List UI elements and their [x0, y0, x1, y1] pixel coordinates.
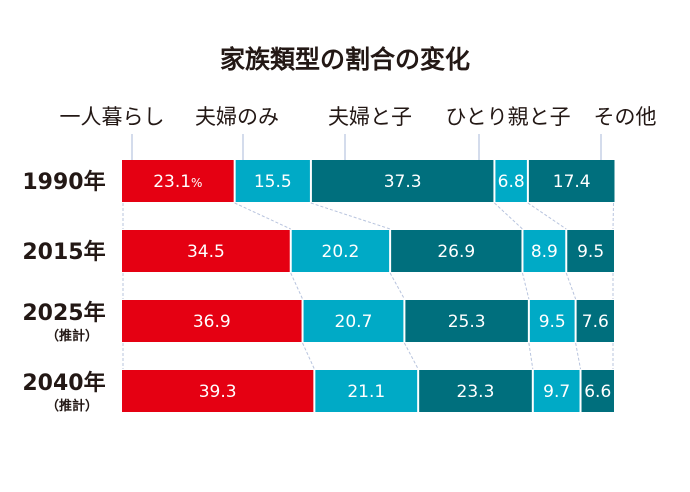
bar-segment: [523, 230, 566, 272]
category-note: （推計）: [46, 398, 98, 414]
bar-segment: [122, 230, 290, 272]
bar-segment: [533, 370, 580, 412]
data-label: 6.6: [584, 382, 611, 402]
bar-segment: [581, 370, 614, 412]
bar-segment: [311, 160, 494, 202]
connector-line: [521, 272, 530, 300]
bar-segment: [391, 230, 522, 272]
category-labels: 1990年 2015年 2025年 （推計） 2040年 （推計）: [22, 169, 105, 414]
data-label: 17.4: [553, 172, 591, 192]
legend: 一人暮らし 夫婦のみ 夫婦と子 ひとり親と子 その他: [60, 105, 657, 165]
data-label: 21.1: [347, 382, 385, 402]
connector-line: [575, 342, 582, 370]
category-label: 2025年: [22, 300, 105, 326]
bar-segment: [576, 300, 614, 342]
bar-segment: [495, 160, 527, 202]
data-label: 8.9: [531, 242, 558, 262]
bar-segment: [567, 230, 614, 272]
bar-segment: [122, 370, 314, 412]
bar-segment: [122, 160, 234, 202]
data-label: 26.9: [437, 242, 475, 262]
connector-line: [310, 202, 391, 230]
unit-label: %: [191, 176, 202, 190]
data-label: 39.3: [199, 382, 237, 402]
connector-line: [494, 202, 523, 230]
bar-segment: [528, 160, 615, 202]
connector-line: [389, 272, 405, 300]
connectors: [122, 202, 614, 370]
bar-segment: [235, 160, 310, 202]
legend-label: 夫婦のみ: [195, 105, 279, 129]
data-label: 23.3: [457, 382, 495, 402]
bar-segment: [529, 300, 575, 342]
connector-line: [565, 272, 577, 300]
connector-line: [290, 272, 304, 300]
category-label: 2040年: [22, 370, 105, 396]
connector-line: [403, 342, 419, 370]
chart-title: 家族類型の割合の変化: [220, 45, 470, 74]
legend-label: ひとり親と子: [445, 105, 570, 129]
data-label: 25.3: [448, 312, 486, 332]
bar-segment: [315, 370, 418, 412]
data-label: 34.5: [187, 242, 225, 262]
connector-line: [528, 342, 534, 370]
bar-segment: [419, 370, 532, 412]
bar-segment: [291, 230, 390, 272]
data-label: 20.2: [322, 242, 360, 262]
legend-label: 一人暮らし: [60, 105, 165, 129]
data-label: 6.8: [498, 172, 525, 192]
data-label: 36.9: [193, 312, 231, 332]
data-label: 37.3: [384, 172, 422, 192]
category-note: （推計）: [46, 328, 98, 344]
bars: 23.1% 15.5 37.3 6.8 17.4 34.5 20.2 26.9 8.9 9.5 36…: [122, 160, 615, 412]
connector-line: [234, 202, 291, 230]
connector-line: [302, 342, 315, 370]
data-label: 9.5: [577, 242, 604, 262]
connector-line: [527, 202, 567, 230]
data-label: 9.7: [543, 382, 570, 402]
legend-label: 夫婦と子: [328, 105, 412, 129]
data-label: 7.6: [582, 312, 609, 332]
legend-label: その他: [594, 105, 657, 129]
data-label: 20.7: [335, 312, 373, 332]
category-label: 2015年: [22, 239, 105, 265]
bar-segment: [405, 300, 528, 342]
bar-segment: [303, 300, 404, 342]
category-label: 1990年: [22, 169, 105, 195]
data-label: 23.1%: [153, 172, 202, 192]
data-label: 15.5: [254, 172, 292, 192]
data-label: 9.5: [539, 312, 566, 332]
bar-segment: [122, 300, 302, 342]
